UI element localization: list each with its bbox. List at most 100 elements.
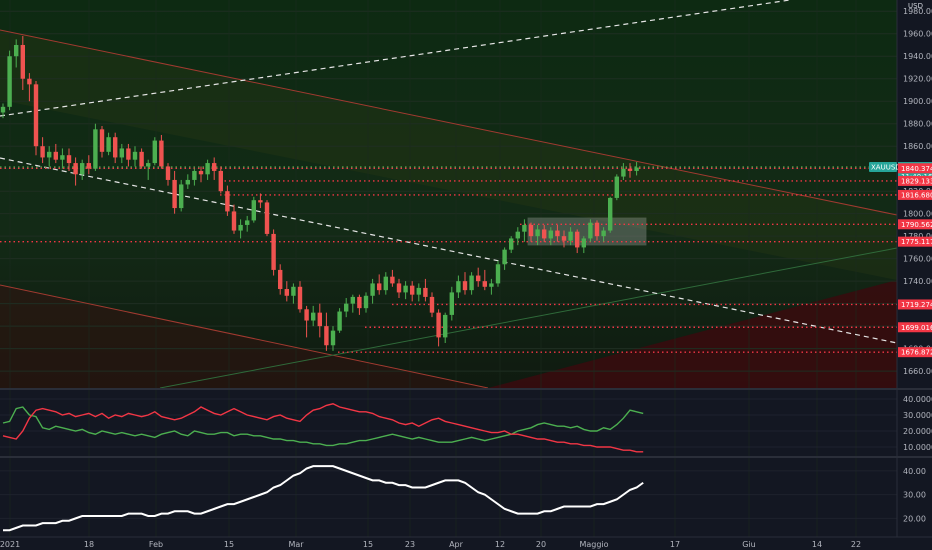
candle-body: [198, 170, 204, 175]
candle-body: [423, 287, 428, 297]
x-tick-label: 17: [670, 540, 680, 549]
time-axis[interactable]: 2021 18 Feb 15 Mar 15 23 Apr 12 20 Maggio 17 Giu 14 22: [0, 540, 861, 549]
candle-body: [231, 211, 237, 231]
y-tick-label: 1880.000: [903, 120, 932, 129]
candle-body: [192, 170, 197, 180]
candle-body: [522, 224, 527, 232]
indicator-y-tick: 30.00: [903, 491, 926, 500]
candle-body: [86, 163, 91, 169]
price-tag-value: 1719.274: [901, 301, 932, 309]
candle-body: [403, 285, 408, 293]
support-line: [159, 247, 898, 389]
y-tick-label: 1900.000: [903, 97, 932, 106]
x-tick-label: 12: [495, 540, 505, 549]
price-tag-value: 1790.562: [901, 221, 932, 229]
candle-body: [73, 163, 78, 175]
indicator-line: [2, 406, 644, 447]
candle-body: [469, 275, 474, 291]
candle-body: [377, 283, 382, 291]
candle-body: [436, 312, 441, 338]
candle-body: [278, 269, 283, 290]
candle-body: [410, 285, 415, 295]
price-tag: [898, 189, 932, 200]
red-zone: [488, 280, 897, 388]
candle-body: [370, 283, 375, 296]
candle-body: [528, 224, 534, 237]
candle-body: [258, 200, 263, 203]
y-tick-label: 1740.000: [903, 277, 932, 286]
candle-body: [106, 137, 111, 152]
y-tick-label: 1920.000: [903, 75, 932, 84]
candle-body: [93, 129, 98, 169]
indicator-y-tick: 30.0000: [903, 411, 932, 420]
indicator-pane-2: 40.00 30.00 20.00: [0, 465, 926, 532]
candle-body: [509, 238, 514, 250]
candle-body: [179, 184, 184, 209]
candle-body: [205, 163, 210, 175]
candle-body: [27, 78, 32, 85]
candle-body: [588, 222, 593, 239]
candle-body: [238, 224, 243, 231]
price-tag: [898, 219, 932, 230]
indicator-y-tick: 20.0000: [903, 427, 932, 436]
price-tag-value: 1816.680: [901, 191, 932, 199]
candle-body: [476, 275, 481, 282]
candle-body: [225, 191, 230, 212]
candle-body: [47, 151, 52, 158]
candle-body: [297, 286, 303, 310]
indicator-line: [3, 465, 644, 532]
candle-body: [608, 197, 613, 231]
candle-body: [390, 276, 395, 284]
candle-body: [264, 202, 270, 234]
price-tag: [898, 347, 932, 358]
price-tag-value: 1840.374: [901, 165, 932, 173]
candle-body: [634, 167, 639, 171]
y-tick-label: 1960.000: [903, 30, 932, 39]
candle-body: [396, 283, 402, 293]
candle-body: [14, 44, 19, 57]
candle-body: [462, 281, 468, 291]
candle-body: [119, 148, 124, 158]
y-tick-label: 1860.000: [903, 142, 932, 151]
candle-body: [495, 264, 501, 284]
candle-body: [66, 155, 72, 164]
candle-body: [53, 151, 58, 160]
x-tick-label: Giu: [742, 540, 756, 549]
candle-body: [311, 312, 316, 321]
price-tag-value: 1829.133: [901, 177, 932, 185]
price-tag: [898, 175, 932, 186]
price-tag-value: 1676.872: [901, 349, 932, 357]
candle-body: [126, 148, 131, 160]
candle-body: [344, 303, 349, 312]
candle-body: [575, 231, 580, 248]
price-tag: [898, 163, 932, 174]
candle-body: [350, 296, 355, 304]
x-tick-label: 23: [405, 540, 415, 549]
candle-body: [317, 312, 322, 327]
x-tick-label: Mar: [288, 540, 304, 549]
candle-body: [212, 163, 217, 171]
indicator-y-tick: 40.0000: [903, 395, 932, 404]
candle-body: [304, 309, 309, 321]
candle-body: [627, 168, 633, 171]
candle-body: [601, 230, 606, 237]
candle-body: [502, 249, 507, 265]
candle-body: [165, 166, 171, 180]
indicator-y-tick: 40.00: [903, 467, 926, 476]
x-tick-label: 20: [536, 540, 546, 549]
candle-body: [482, 281, 487, 287]
price-tag: [898, 322, 932, 333]
candle-body: [561, 236, 567, 241]
candle-body: [429, 296, 435, 313]
channel-lower-line: [0, 284, 489, 389]
channel-upper-line: [0, 29, 898, 216]
indicator-line: [2, 403, 644, 453]
candle-body: [284, 289, 289, 296]
candle-body: [416, 287, 421, 295]
candle-body: [515, 231, 520, 239]
candle-body: [357, 296, 362, 309]
price-tag-value: 1699.016: [901, 324, 932, 332]
candle-body: [337, 311, 342, 331]
x-tick-label: 14: [812, 540, 822, 549]
